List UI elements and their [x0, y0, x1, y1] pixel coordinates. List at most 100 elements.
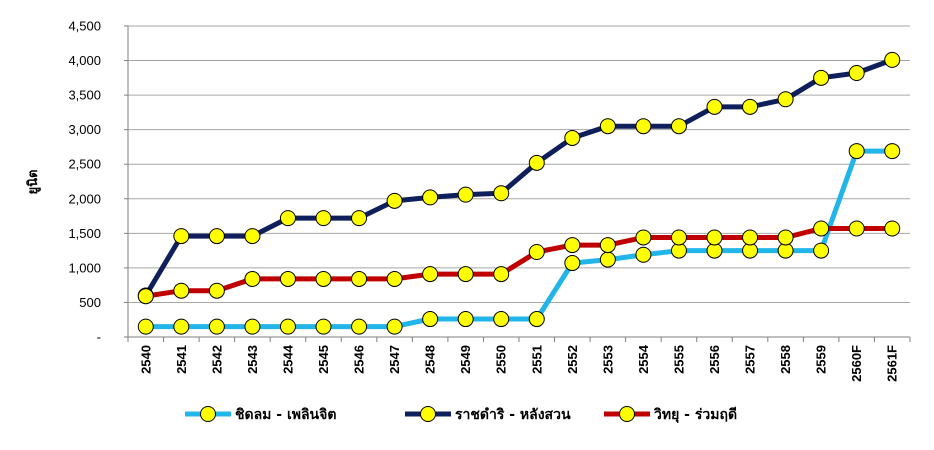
data-point	[279, 270, 296, 287]
legend-marker-3	[619, 406, 635, 422]
data-point	[777, 91, 794, 108]
legend-label-1: ชิดลม - เพลินจิต	[235, 407, 336, 423]
data-point	[706, 98, 723, 115]
x-tick-label: 2540	[138, 345, 153, 374]
x-tick-label: 2558	[778, 345, 793, 374]
y-tick-label: -	[97, 330, 101, 345]
data-point	[244, 318, 261, 335]
legend: ชิดลม - เพลินจิต ราชดำริ - หลังสวน วิทยุ -…	[185, 406, 737, 423]
y-tick-labels: - 500 1,000 1,500 2,000 2,500 3,000 3,500 4,000 4…	[68, 19, 101, 345]
data-point	[493, 266, 510, 283]
data-point	[564, 237, 581, 254]
y-tick-label: 1,000	[68, 260, 101, 275]
data-point	[599, 237, 616, 254]
data-point	[137, 288, 154, 305]
data-point	[884, 220, 901, 237]
data-point	[457, 266, 474, 283]
axes	[124, 25, 911, 342]
x-tick-label: 2541	[174, 345, 189, 374]
y-tick-label: 2,000	[68, 191, 101, 206]
x-tick-label: 2554	[636, 344, 651, 374]
data-point	[528, 154, 545, 171]
data-point	[173, 228, 190, 245]
x-tick-label: 2559	[814, 345, 829, 374]
x-tick-label: 2560F	[849, 345, 864, 382]
data-point	[564, 129, 581, 146]
y-tick-label: 3,000	[68, 122, 101, 137]
data-point	[670, 118, 687, 135]
data-point	[137, 318, 154, 335]
data-point	[777, 229, 794, 246]
data-point	[848, 143, 865, 160]
data-point	[422, 266, 439, 283]
data-point	[635, 229, 652, 246]
y-axis-label: ยูนิต	[26, 170, 41, 195]
x-tick-label: 2551	[529, 345, 544, 374]
data-point	[670, 229, 687, 246]
data-point	[279, 210, 296, 227]
data-point	[493, 311, 510, 328]
data-point	[884, 143, 901, 160]
data-point	[528, 243, 545, 260]
data-point	[315, 318, 332, 335]
x-tick-label: 2561F	[885, 345, 900, 382]
data-point	[244, 228, 261, 245]
data-point	[493, 185, 510, 202]
data-point	[386, 318, 403, 335]
data-point	[279, 318, 296, 335]
x-tick-label: 2550	[494, 345, 509, 374]
data-point	[457, 311, 474, 328]
data-point	[173, 282, 190, 299]
series-line-1	[143, 148, 895, 330]
legend-marker-1	[200, 406, 216, 422]
data-point	[599, 118, 616, 135]
data-point	[813, 242, 830, 259]
data-point	[315, 270, 332, 287]
series-line-2	[143, 57, 895, 298]
y-tick-label: 2,500	[68, 157, 101, 172]
x-tick-label: 2544	[280, 344, 295, 374]
x-tick-label: 2542	[209, 345, 224, 374]
x-tick-labels: 2540 2541 2542 2543 2544 2545 2546 2547 2548 2549…	[138, 344, 899, 382]
y-tick-label: 3,500	[68, 88, 101, 103]
x-tick-label: 2547	[387, 345, 402, 374]
series-lines	[137, 51, 901, 335]
x-tick-label: 2545	[316, 345, 331, 374]
x-tick-label: 2555	[671, 345, 686, 374]
data-point	[635, 246, 652, 263]
data-point	[848, 64, 865, 81]
data-point	[706, 229, 723, 246]
data-point	[173, 318, 190, 335]
x-tick-label: 2552	[565, 345, 580, 374]
legend-label-3: วิทยุ - ร่วมฤดี	[653, 407, 737, 423]
x-tick-label: 2553	[600, 345, 615, 374]
data-point	[564, 255, 581, 272]
x-tick-label: 2543	[245, 345, 260, 374]
data-point	[208, 228, 225, 245]
x-tick-label: 2556	[707, 345, 722, 374]
legend-marker-2	[420, 406, 436, 422]
data-point	[742, 229, 759, 246]
data-point	[351, 270, 368, 287]
data-point	[528, 311, 545, 328]
y-tick-label: 1,500	[68, 226, 101, 241]
data-point	[813, 69, 830, 86]
x-tick-label: 2549	[458, 345, 473, 374]
data-point	[315, 210, 332, 227]
data-point	[244, 270, 261, 287]
data-point	[351, 318, 368, 335]
series-line-3	[143, 226, 895, 299]
data-point	[884, 51, 901, 68]
data-point	[422, 311, 439, 328]
x-tick-label: 2557	[743, 345, 758, 374]
y-tick-label: 4,500	[68, 19, 101, 34]
y-tick-label: 4,000	[68, 53, 101, 68]
data-point	[599, 251, 616, 268]
data-point	[457, 186, 474, 203]
data-point	[813, 220, 830, 237]
legend-label-2: ราชดำริ - หลังสวน	[455, 407, 571, 423]
data-point	[208, 318, 225, 335]
y-tick-label: 500	[79, 295, 101, 310]
